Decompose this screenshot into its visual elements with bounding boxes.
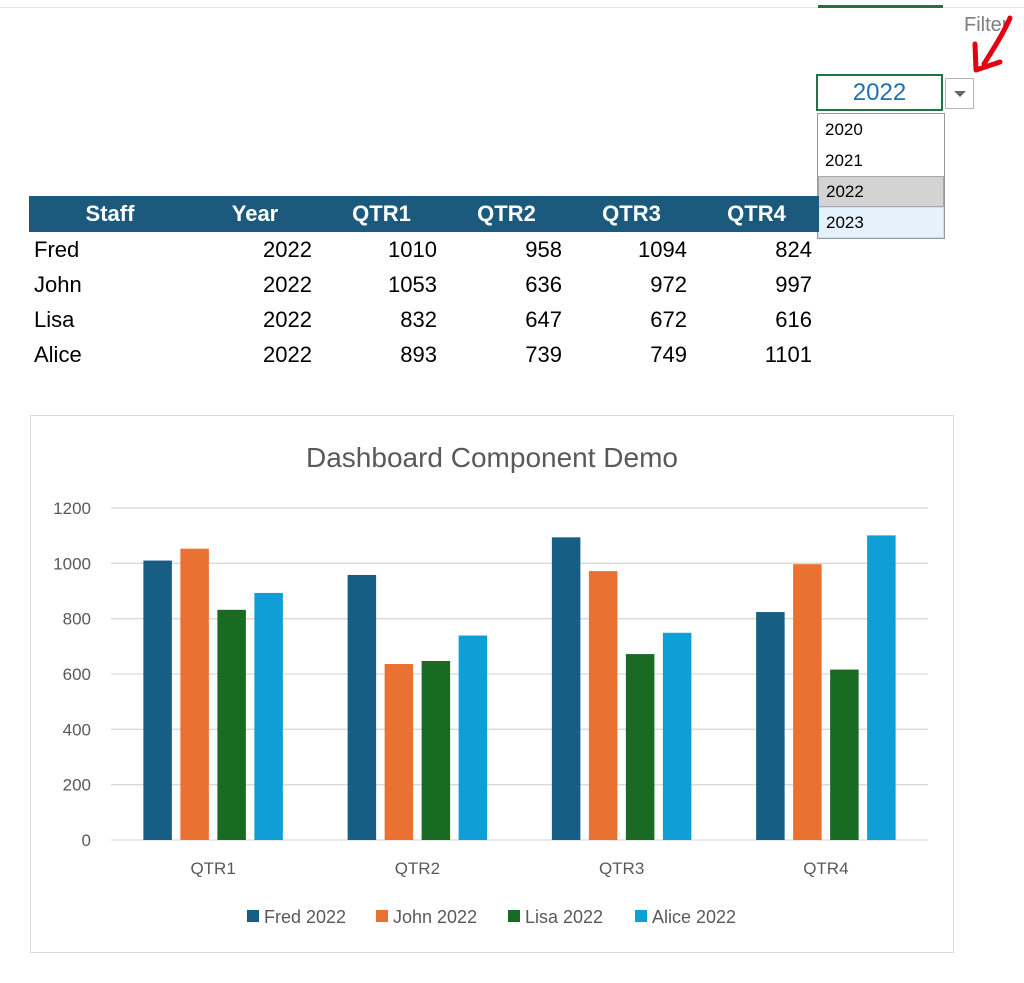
table-cell[interactable]: 749 xyxy=(650,341,687,367)
legend-swatch xyxy=(376,910,388,922)
y-tick-label: 0 xyxy=(82,831,91,850)
legend-swatch xyxy=(635,910,647,922)
year-option-2020[interactable]: 2020 xyxy=(825,119,863,139)
bar-fred-2022-qtr2 xyxy=(347,574,377,840)
table-cell[interactable]: 972 xyxy=(650,271,687,297)
year-filter-cell[interactable]: 2022 xyxy=(816,74,943,111)
y-tick-label: 600 xyxy=(63,665,91,684)
y-tick-label: 1200 xyxy=(53,499,91,518)
table-cell[interactable]: 1101 xyxy=(764,341,812,367)
bar-fred-2022-qtr3 xyxy=(551,537,581,840)
table-cell[interactable]: 832 xyxy=(400,306,437,332)
table-cell[interactable]: 1010 xyxy=(388,236,437,262)
red-arrow-icon xyxy=(972,15,1013,73)
bar-lisa-2022-qtr3 xyxy=(625,654,655,840)
y-tick-label: 200 xyxy=(63,776,91,795)
year-dropdown-list: 2020 2021 2022 2023 xyxy=(817,113,945,239)
x-tick-label: QTR1 xyxy=(190,859,235,878)
table-cell[interactable]: 739 xyxy=(525,341,562,367)
active-cell-accent xyxy=(818,5,943,8)
table-cell[interactable]: 636 xyxy=(525,271,562,297)
table-row: Lisa 2022 832 647 672 616 xyxy=(29,302,819,337)
bar-fred-2022-qtr1 xyxy=(143,560,172,840)
bar-lisa-2022-qtr1 xyxy=(217,609,246,840)
table-cell[interactable]: Fred xyxy=(34,236,80,262)
chevron-down-icon xyxy=(953,90,966,97)
column-header-qtr2[interactable]: QTR2 xyxy=(444,196,569,232)
bar-chart: Dashboard Component Demo 0 200 400 600 800 100… xyxy=(53,442,928,927)
table-row: John 2022 1053 636 972 997 xyxy=(29,267,819,302)
bar-john-2022-qtr3 xyxy=(588,571,618,840)
bar-john-2022-qtr2 xyxy=(384,664,414,840)
legend-label: John 2022 xyxy=(393,907,477,927)
table-cell[interactable]: Lisa xyxy=(34,306,75,332)
column-header-year[interactable]: Year xyxy=(191,196,319,232)
y-tick-label: 800 xyxy=(63,610,91,629)
table-cell[interactable]: 824 xyxy=(775,236,812,262)
column-header-qtr4[interactable]: QTR4 xyxy=(694,196,819,232)
filter-label: Filter xyxy=(964,14,1009,36)
bar-alice-2022-qtr2 xyxy=(458,635,488,840)
y-tick-label: 400 xyxy=(63,720,91,739)
column-header-qtr3[interactable]: QTR3 xyxy=(569,196,694,232)
table-cell[interactable]: 997 xyxy=(775,271,812,297)
table-cell[interactable]: Alice xyxy=(34,341,82,367)
legend-swatch xyxy=(247,910,259,922)
x-tick-label: QTR2 xyxy=(395,859,440,878)
legend-label: Lisa 2022 xyxy=(525,907,603,927)
table-row: Fred 2022 1010 958 1094 824 xyxy=(29,232,819,267)
bar-lisa-2022-qtr4 xyxy=(830,669,859,840)
table-header-row: Staff Year QTR1 QTR2 QTR3 QTR4 xyxy=(29,196,819,232)
x-tick-label: QTR3 xyxy=(599,859,644,878)
year-option-2021[interactable]: 2021 xyxy=(825,150,863,170)
year-option-2023[interactable]: 2023 xyxy=(818,207,944,238)
table-cell[interactable]: 1094 xyxy=(638,236,687,262)
bar-alice-2022-qtr3 xyxy=(662,632,692,840)
bar-alice-2022-qtr1 xyxy=(254,592,283,840)
column-header-staff[interactable]: Staff xyxy=(29,196,191,232)
data-table: Staff Year QTR1 QTR2 QTR3 QTR4 Fred 2022… xyxy=(29,196,819,372)
table-cell[interactable]: 2022 xyxy=(263,306,312,332)
table-cell[interactable]: 1053 xyxy=(388,271,437,297)
bar-john-2022-qtr4 xyxy=(793,564,822,840)
bar-fred-2022-qtr4 xyxy=(756,612,785,840)
chart-container[interactable]: Dashboard Component Demo 0 200 400 600 800 100… xyxy=(30,415,954,953)
sheet-top-border xyxy=(0,7,1024,8)
x-tick-label: QTR4 xyxy=(803,859,848,878)
table-cell[interactable]: 2022 xyxy=(263,236,312,262)
legend-label: Alice 2022 xyxy=(652,907,736,927)
legend-swatch xyxy=(508,910,520,922)
legend-label: Fred 2022 xyxy=(264,907,346,927)
table-cell[interactable]: 893 xyxy=(400,341,437,367)
table-cell[interactable]: 616 xyxy=(775,306,812,332)
bar-lisa-2022-qtr2 xyxy=(421,660,451,840)
year-option-2022[interactable]: 2022 xyxy=(818,176,944,207)
column-header-qtr1[interactable]: QTR1 xyxy=(319,196,444,232)
bar-john-2022-qtr1 xyxy=(180,548,209,840)
table-cell[interactable]: John xyxy=(34,271,82,297)
table-cell[interactable]: 672 xyxy=(650,306,687,332)
table-row: Alice 2022 893 739 749 1101 xyxy=(29,337,819,372)
table-cell[interactable]: 958 xyxy=(525,236,562,262)
table-cell[interactable]: 647 xyxy=(525,306,562,332)
y-tick-label: 1000 xyxy=(53,554,91,573)
table-cell[interactable]: 2022 xyxy=(263,341,312,367)
year-dropdown-button[interactable] xyxy=(945,78,974,109)
chart-title: Dashboard Component Demo xyxy=(306,442,678,473)
table-cell[interactable]: 2022 xyxy=(263,271,312,297)
bar-alice-2022-qtr4 xyxy=(867,535,896,840)
